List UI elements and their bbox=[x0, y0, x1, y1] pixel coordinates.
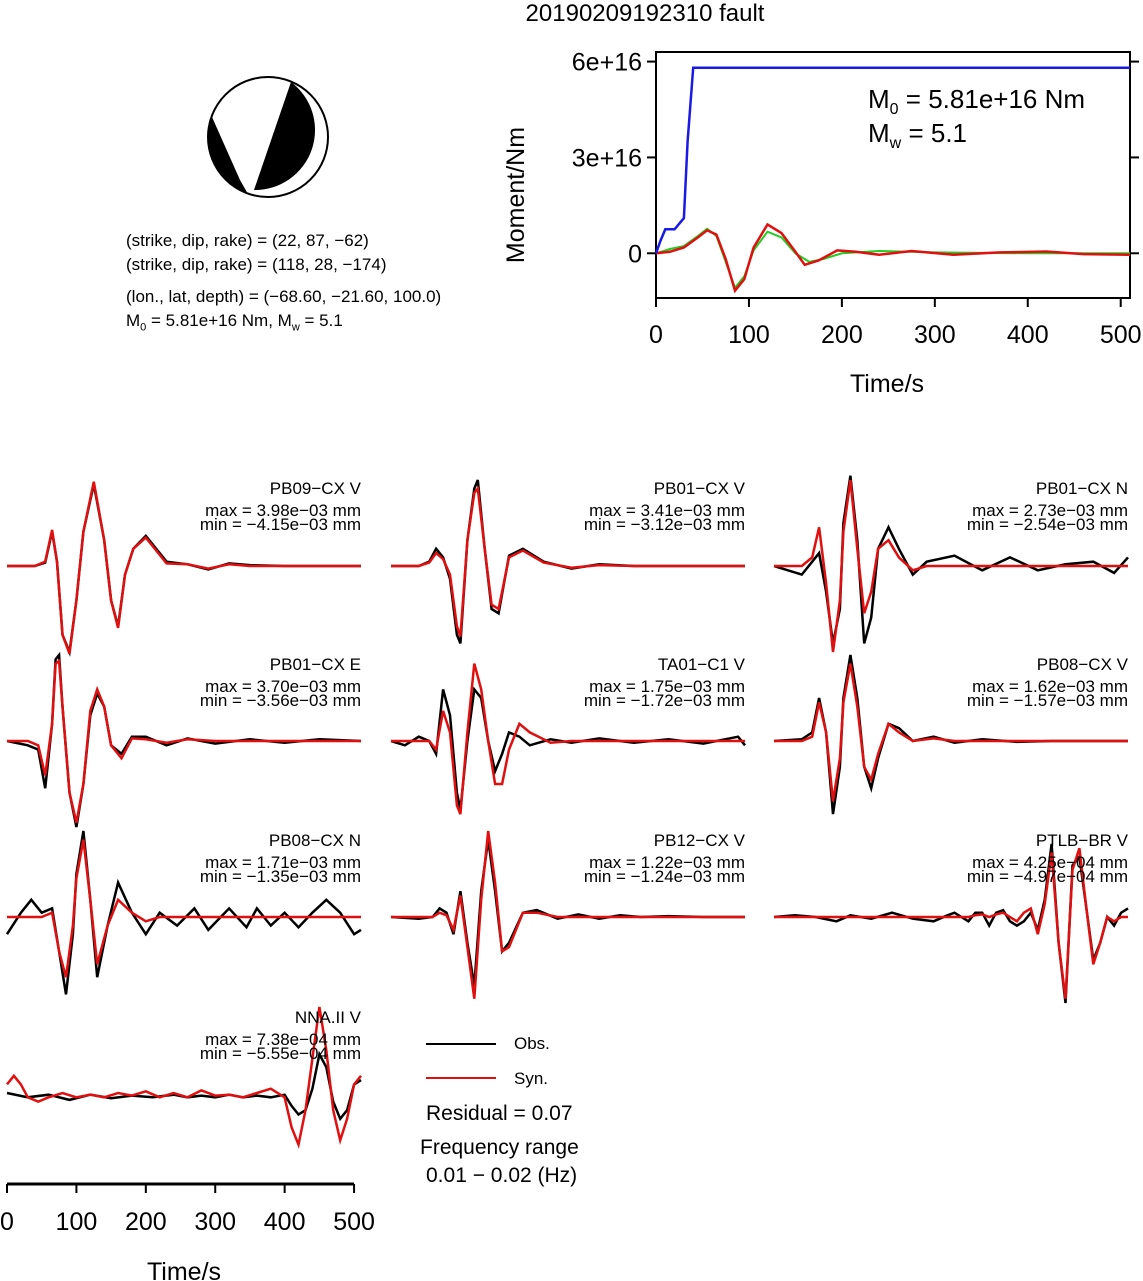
station-max: max = 1.75e−03 mm bbox=[589, 677, 745, 696]
station-max: max = 1.22e−03 mm bbox=[589, 853, 745, 872]
residual-value: Residual = 0.07 bbox=[426, 1102, 573, 1125]
obs-trace bbox=[773, 475, 1129, 644]
beachball-diagram bbox=[207, 76, 329, 198]
moment-x-tick-label: 200 bbox=[821, 321, 863, 349]
moment-chart: 0 100 200 300 400 500 0 3e+16 6e+16 Time/s Moment/… bbox=[502, 49, 1142, 398]
station-label: PTLB−BR V bbox=[1036, 831, 1129, 850]
syn-trace bbox=[391, 485, 745, 637]
station-label: PB01−CX N bbox=[1036, 479, 1128, 498]
station-min: min = −3.12e−03 mm bbox=[584, 515, 745, 534]
station-max: max = 2.73e−03 mm bbox=[972, 501, 1128, 520]
station-min: min = −1.72e−03 mm bbox=[584, 691, 745, 710]
station-label: TA01−C1 V bbox=[658, 655, 746, 674]
station-max: max = 4.25e−04 mm bbox=[972, 853, 1128, 872]
syn-trace bbox=[7, 839, 361, 978]
station-label: PB09−CX V bbox=[270, 479, 362, 498]
moment-x-axis-label: Time/s bbox=[850, 370, 924, 398]
wave-x-tick-label: 0 bbox=[0, 1208, 14, 1236]
wave-x-tick-label: 100 bbox=[56, 1208, 98, 1236]
wave-x-axis-label: Time/s bbox=[147, 1258, 221, 1281]
moment-summary: M0 = 5.81e+16 Nm, Mw = 5.1 bbox=[126, 311, 343, 334]
hypocenter-location: (lon., lat, depth) = (−68.60, −21.60, 10… bbox=[126, 287, 442, 306]
nodal-plane-1: (strike, dip, rake) = (22, 87, −62) bbox=[126, 231, 369, 250]
station-max: max = 1.62e−03 mm bbox=[972, 677, 1128, 696]
station-min: min = −4.15e−03 mm bbox=[200, 515, 361, 534]
moment-y-axis-label: Moment/Nm bbox=[502, 127, 530, 263]
frequency-range-title: Frequency range bbox=[420, 1136, 579, 1159]
syn-trace bbox=[7, 658, 361, 823]
moment-y-tick-label: 0 bbox=[628, 240, 642, 268]
nodal-plane-2: (strike, dip, rake) = (118, 28, −174) bbox=[126, 255, 387, 274]
station-max: max = 3.98e−03 mm bbox=[205, 501, 361, 520]
syn-trace bbox=[774, 663, 1128, 802]
moment-x-tick-label: 400 bbox=[1007, 321, 1049, 349]
moment-y-tick-label: 6e+16 bbox=[572, 49, 642, 77]
wave-x-tick-label: 400 bbox=[264, 1208, 306, 1236]
moment-box-mw: Mw = 5.1 bbox=[868, 118, 968, 153]
station-label: PB08−CX V bbox=[1037, 655, 1129, 674]
station-min: min = −2.54e−03 mm bbox=[967, 515, 1128, 534]
moment-plot-frame bbox=[655, 51, 1131, 299]
moment-x-tick-label: 300 bbox=[914, 321, 956, 349]
wave-x-tick-label: 300 bbox=[194, 1208, 236, 1236]
stf-red-line bbox=[655, 222, 1131, 294]
wave-x-tick-label: 500 bbox=[333, 1208, 375, 1236]
station-min: min = −3.56e−03 mm bbox=[200, 691, 361, 710]
moment-y-tick-label: 3e+16 bbox=[572, 144, 642, 172]
legend-obs-label: Obs. bbox=[514, 1034, 550, 1053]
legend bbox=[426, 1043, 496, 1079]
station-max: max = 3.70e−03 mm bbox=[205, 677, 361, 696]
cumulative-moment-line bbox=[654, 66, 1130, 254]
station-label: PB01−CX E bbox=[270, 655, 361, 674]
station-label: PB08−CX N bbox=[269, 831, 361, 850]
station-min: min = −4.97e−04 mm bbox=[967, 867, 1128, 886]
station-max: max = 7.38e−04 mm bbox=[205, 1030, 361, 1049]
beachball-compressional-quadrant bbox=[254, 82, 316, 191]
station-min: min = −1.24e−03 mm bbox=[584, 867, 745, 886]
moment-x-tick-label: 100 bbox=[728, 321, 770, 349]
syn-trace bbox=[6, 1006, 362, 1149]
station-label: PB12−CX V bbox=[654, 831, 746, 850]
legend-syn-label: Syn. bbox=[514, 1069, 549, 1088]
moment-box-m0: M0 = 5.81e+16 Nm bbox=[868, 84, 1086, 119]
syn-trace bbox=[774, 479, 1128, 653]
syn-trace bbox=[391, 830, 745, 999]
station-min: min = −1.57e−03 mm bbox=[967, 691, 1128, 710]
wave-x-tick-label: 200 bbox=[125, 1208, 167, 1236]
beachball-compressional-quadrant-2 bbox=[208, 117, 248, 194]
station-min: min = −1.35e−03 mm bbox=[200, 867, 361, 886]
syn-trace bbox=[774, 847, 1128, 999]
figure-title: 20190209192310 fault bbox=[525, 0, 765, 27]
moment-x-tick-label: 500 bbox=[1100, 321, 1142, 349]
station-label: NNA.II V bbox=[295, 1008, 362, 1027]
frequency-range-value: 0.01 − 0.02 (Hz) bbox=[426, 1164, 578, 1187]
syn-trace bbox=[391, 663, 745, 815]
station-max: max = 1.71e−03 mm bbox=[205, 853, 361, 872]
station-min: min = −5.55e−04 mm bbox=[200, 1044, 361, 1063]
syn-trace bbox=[7, 481, 361, 655]
station-max: max = 3.41e−03 mm bbox=[589, 501, 745, 520]
station-label: PB01−CX V bbox=[654, 479, 746, 498]
moment-x-tick-label: 0 bbox=[649, 321, 663, 349]
